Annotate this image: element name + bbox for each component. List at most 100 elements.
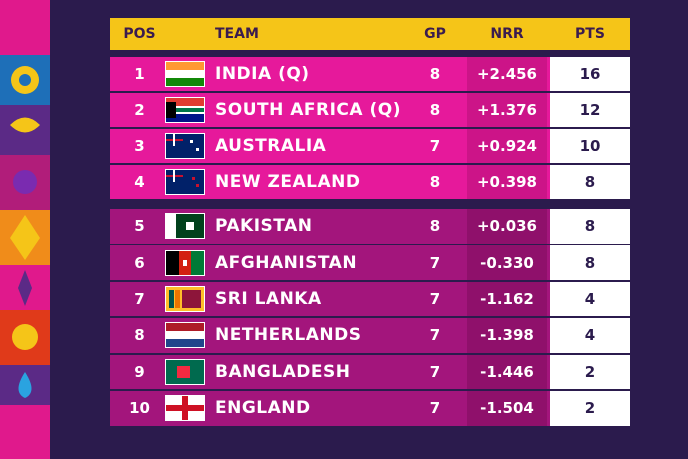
net-run-rate: -1.446 [480,362,534,381]
flag-part [166,70,204,78]
flag-part [166,323,204,332]
net-run-rate: +0.924 [476,137,537,155]
flag-part [166,405,204,412]
games-played: 7 [429,253,441,272]
flag [165,61,205,87]
flag-part [166,331,204,340]
flag [165,395,205,422]
flag-part [196,148,199,151]
header-bar [110,18,630,50]
header-cell: PTS [575,26,605,42]
net-run-rate: +0.036 [476,217,537,236]
position: 1 [134,65,145,83]
nrr-bg [467,57,547,91]
position: 10 [129,399,150,418]
nrr-bg [467,209,547,244]
net-run-rate: -1.162 [480,290,534,309]
points: 8 [550,165,630,199]
flag-part [182,290,201,309]
flag-part [166,62,204,70]
flag-part [190,140,193,143]
position: 5 [134,217,145,236]
flag-part [169,290,174,309]
position: 7 [134,290,145,309]
flag-part [166,108,204,112]
nrr-bg [467,129,547,163]
flag-part [166,250,179,275]
flag [165,322,205,349]
games-played: 7 [429,290,441,309]
flag-part [166,78,204,86]
flag [165,169,205,195]
points: 8 [550,245,630,280]
games-played: 8 [429,173,441,191]
header-cell: POS [123,26,156,42]
team-name: PAKISTAN [215,216,313,237]
flag-part [173,134,175,146]
flag-part [183,259,187,266]
header-cell: TEAM [215,26,259,42]
points: 4 [550,281,630,317]
net-run-rate: +0.398 [476,173,537,191]
points: 4 [550,318,630,353]
flag [165,97,205,123]
nrr-bg [467,93,547,127]
flag-part [166,134,204,158]
team-name: AFGHANISTAN [215,252,358,273]
flag-part [191,250,204,275]
flag [165,286,205,313]
flag-part [166,170,204,194]
points: 10 [550,129,630,163]
flag-part [166,214,176,239]
net-run-rate: -1.398 [480,326,534,345]
flag-part [173,170,175,182]
team-name: INDIA (Q) [215,64,310,84]
position: 2 [134,101,145,119]
net-run-rate: -1.504 [480,399,534,418]
team-name: SRI LANKA [215,289,322,310]
flag [165,213,205,240]
flag-part [175,290,180,309]
games-played: 7 [429,326,441,345]
flag-part [177,365,190,378]
points: 8 [550,209,630,244]
games-played: 7 [429,399,441,418]
points: 2 [550,354,630,390]
games-played: 7 [429,137,441,155]
position: 9 [134,362,145,381]
flag-part [166,339,204,348]
nrr-bg [467,354,547,390]
net-run-rate: +1.376 [476,101,537,119]
flag-part [196,184,199,187]
team-name: SOUTH AFRICA (Q) [215,100,401,120]
decor-strip [0,0,50,459]
flag-part [166,102,176,118]
team-name: ENGLAND [215,398,311,419]
flag [165,133,205,159]
games-played: 8 [429,217,441,236]
games-played: 7 [429,362,441,381]
net-run-rate: -0.330 [480,253,534,272]
flag-part [192,177,195,180]
position: 6 [134,253,145,272]
nrr-bg [467,245,547,280]
nrr-bg [467,391,547,426]
flag-part [166,98,204,106]
team-name: AUSTRALIA [215,136,327,156]
points: 16 [550,57,630,91]
flag [165,249,205,276]
team-name: NETHERLANDS [215,325,362,346]
net-run-rate: +2.456 [476,65,537,83]
position: 8 [134,326,145,345]
team-name: BANGLADESH [215,361,351,382]
nrr-bg [467,318,547,353]
position: 3 [134,137,145,155]
flag-part [166,114,204,122]
nrr-bg [467,165,547,199]
team-name: NEW ZEALAND [215,172,361,192]
header-cell: NRR [490,26,524,42]
games-played: 8 [429,101,441,119]
points: 12 [550,93,630,127]
position: 4 [134,173,145,191]
